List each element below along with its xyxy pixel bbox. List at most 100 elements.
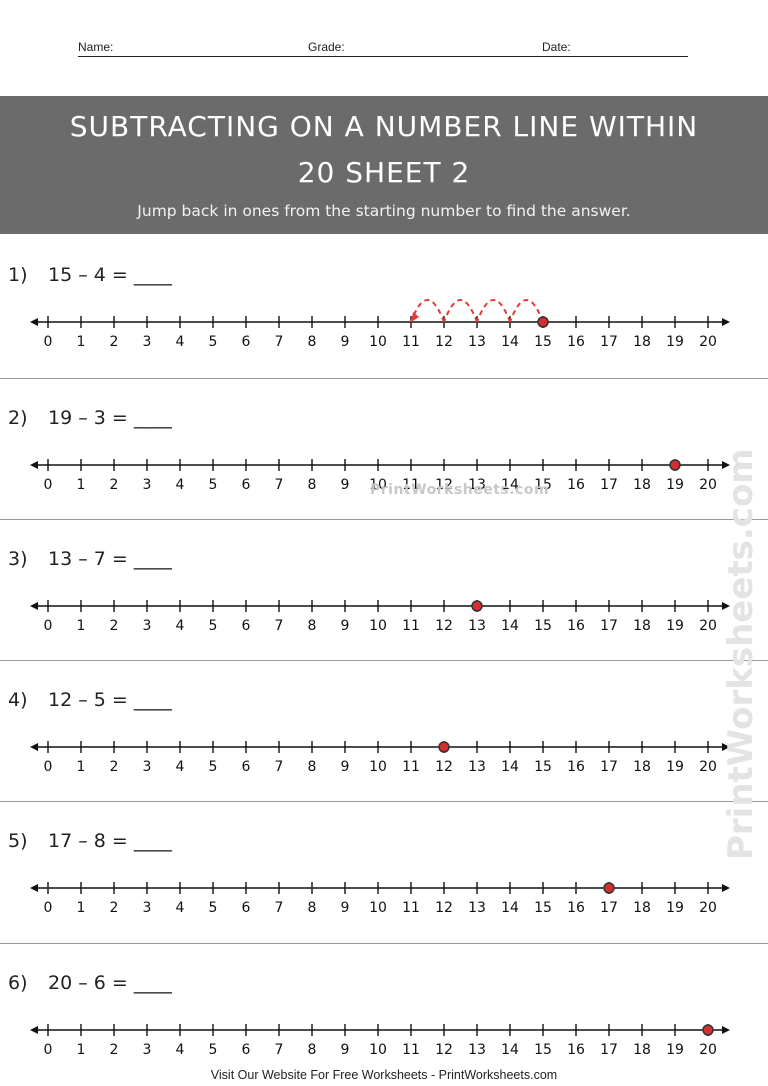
tick-label: 15: [534, 334, 552, 350]
tick-label: 11: [402, 477, 420, 493]
tick-label: 16: [567, 759, 585, 775]
tick-label: 4: [176, 759, 185, 775]
tick-label: 9: [341, 900, 350, 916]
tick-label: 11: [402, 1042, 420, 1058]
jump-arc: [443, 299, 478, 323]
tick-label: 10: [369, 334, 387, 350]
tick-label: 20: [699, 477, 717, 493]
tick-label: 13: [468, 759, 486, 775]
tick-label: 13: [468, 618, 486, 634]
number-line: 0 1 2 3 4 5 6 7 8 9 10 11 12 13 14 15 16 17 18 19 20: [30, 882, 730, 916]
tick-label: 14: [501, 1042, 519, 1058]
right-arrow-icon: [722, 884, 730, 892]
tick-label: 1: [77, 1042, 86, 1058]
tick-label: 16: [567, 900, 585, 916]
number-line: 0 1 2 3 4 5 6 7 8 9 10 11 12 13 14 15 16 17 18 19 20: [30, 741, 730, 775]
problem-equation: 15 – 4 = ____: [48, 264, 172, 286]
problem-number: 6): [8, 972, 28, 994]
tick-label: 1: [77, 759, 86, 775]
tick-label: 10: [369, 1042, 387, 1058]
start-marker: [603, 882, 615, 894]
tick-label: 16: [567, 477, 585, 493]
problem-number: 5): [8, 830, 28, 852]
tick-label: 12: [435, 334, 453, 350]
left-arrow-icon: [30, 461, 38, 469]
right-arrow-icon: [722, 743, 730, 751]
watermark-vertical: PrintWorksheets.com: [721, 448, 761, 860]
tick-label: 2: [110, 1042, 119, 1058]
tick-label: 2: [110, 759, 119, 775]
tick-label: 14: [501, 618, 519, 634]
tick-label: 5: [209, 477, 218, 493]
right-arrow-icon: [722, 461, 730, 469]
title-banner: SUBTRACTING ON A NUMBER LINE WITHIN 20 S…: [0, 96, 768, 234]
problem-number: 2): [8, 407, 28, 429]
right-arrow-icon: [722, 602, 730, 610]
tick-label: 0: [44, 334, 53, 350]
left-arrow-icon: [30, 1026, 38, 1034]
tick-label: 19: [666, 759, 684, 775]
tick-label: 19: [666, 334, 684, 350]
tick-label: 2: [110, 618, 119, 634]
right-arrow-icon: [722, 1026, 730, 1034]
tick-label: 16: [567, 618, 585, 634]
tick-label: 13: [468, 900, 486, 916]
tick-label: 9: [341, 618, 350, 634]
tick-label: 3: [143, 759, 152, 775]
tick-label: 3: [143, 477, 152, 493]
tick-label: 18: [633, 618, 651, 634]
problem-equation: 20 – 6 = ____: [48, 972, 172, 994]
worksheet-header: Name: Grade: Date:: [0, 0, 768, 96]
tick-label: 8: [308, 334, 317, 350]
tick-label: 2: [110, 477, 119, 493]
tick-label: 10: [369, 618, 387, 634]
tick-label: 9: [341, 334, 350, 350]
problem-5: 5) 17 – 8 = ____ 0 1 2 3 4 5 6 7 8 9 10 11 12 13 14 15 16 1…: [0, 801, 768, 942]
problem-equation: 12 – 5 = ____: [48, 689, 172, 711]
tick-label: 4: [176, 1042, 185, 1058]
left-arrow-icon: [30, 602, 38, 610]
tick-label: 7: [275, 759, 284, 775]
tick-label: 8: [308, 618, 317, 634]
tick-label: 17: [600, 900, 618, 916]
tick-label: 15: [534, 477, 552, 493]
jump-arc: [509, 299, 544, 323]
number-line: 0 1 2 3 4 5 6 7 8 9 10 11 12 13 14 15 16 17 18 19 20: [30, 600, 730, 634]
tick-label: 10: [369, 900, 387, 916]
tick-label: 14: [501, 759, 519, 775]
tick-label: 20: [699, 1042, 717, 1058]
title-line-2: 20 SHEET 2: [297, 156, 471, 189]
title-line-1: SUBTRACTING ON A NUMBER LINE WITHIN: [69, 110, 699, 143]
tick-label: 18: [633, 1042, 651, 1058]
tick-label: 5: [209, 334, 218, 350]
tick-label: 7: [275, 1042, 284, 1058]
instructions: Jump back in ones from the starting numb…: [137, 202, 631, 220]
tick-label: 1: [77, 618, 86, 634]
tick-label: 2: [110, 334, 119, 350]
tick-label: 8: [308, 759, 317, 775]
problem-4: 4) 12 – 5 = ____ 0 1 2 3 4 5 6 7 8 9 10 11 12 13 14 15 16 1…: [0, 660, 768, 801]
tick-label: 18: [633, 759, 651, 775]
tick-label: 17: [600, 759, 618, 775]
tick-label: 20: [699, 900, 717, 916]
tick-label: 7: [275, 900, 284, 916]
tick-label: 6: [242, 477, 251, 493]
tick-label: 2: [110, 900, 119, 916]
problem-number: 1): [8, 264, 28, 286]
tick-label: 18: [633, 477, 651, 493]
tick-label: 8: [308, 477, 317, 493]
problem-6: 6) 20 – 6 = ____ 0 1 2 3 4 5 6 7 8 9 10 11 12 13 14 15 16 1…: [0, 943, 768, 1084]
tick-label: 5: [209, 900, 218, 916]
start-marker: [537, 316, 549, 328]
tick-label: 14: [501, 477, 519, 493]
tick-label: 13: [468, 477, 486, 493]
tick-label: 13: [468, 1042, 486, 1058]
tick-label: 6: [242, 334, 251, 350]
tick-label: 20: [699, 759, 717, 775]
tick-label: 1: [77, 900, 86, 916]
number-line: 0 1 2 3 4 5 6 7 8 9 10 11 12 13 14 15 16 17 18 19 20: [30, 459, 730, 493]
number-line: 0 1 2 3 4 5 6 7 8 9 10 11 12 13 14 15 16 17 18 19 20: [30, 1024, 730, 1058]
start-marker: [438, 741, 450, 753]
tick-label: 4: [176, 334, 185, 350]
tick-label: 11: [402, 334, 420, 350]
